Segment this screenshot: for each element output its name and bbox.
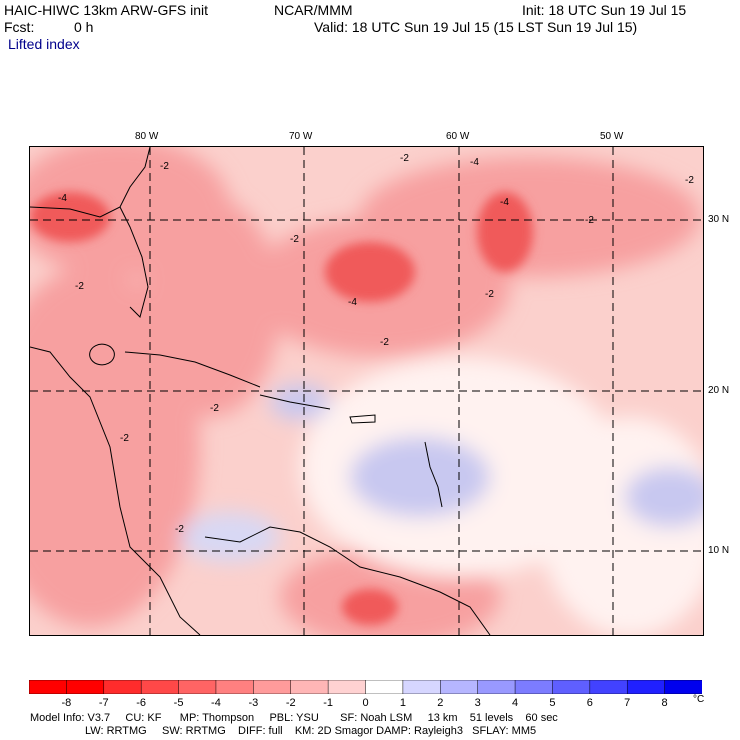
field-name: Lifted index bbox=[8, 36, 80, 52]
legend-swatch bbox=[440, 680, 479, 694]
legend-swatch bbox=[589, 680, 628, 694]
lon-label-60w: 60 W bbox=[446, 131, 470, 142]
color-legend bbox=[29, 680, 702, 694]
fcst-label: Fcst: bbox=[4, 19, 35, 35]
contour-labels: -2 -4 -2 -4 -4 -4 -2 -2 -2 -2 -2 -2 -2 -… bbox=[58, 153, 694, 535]
legend-tick-label: 4 bbox=[511, 697, 519, 709]
model-info-line-1: Model Info: V3.7 CU: KF MP: Thompson PBL… bbox=[30, 712, 558, 724]
legend-swatch bbox=[514, 680, 554, 694]
contour-label: -4 bbox=[470, 157, 479, 168]
legend-swatch bbox=[66, 680, 105, 694]
legend-swatch bbox=[103, 680, 142, 694]
contour-label: -2 bbox=[400, 153, 409, 164]
fcst-value: 0 h bbox=[74, 19, 94, 35]
legend-swatch bbox=[626, 680, 666, 694]
legend-tick-label: -3 bbox=[248, 697, 259, 709]
valid-time: Valid: 18 UTC Sun 19 Jul 15 (15 LST Sun … bbox=[314, 19, 638, 35]
contour-label: -2 bbox=[120, 433, 129, 444]
legend-tick-label: -4 bbox=[211, 697, 221, 709]
legend-swatch bbox=[253, 680, 292, 694]
legend-swatch bbox=[365, 680, 404, 694]
contour-label: -2 bbox=[485, 289, 494, 300]
init-time: Init: 18 UTC Sun 19 Jul 15 bbox=[522, 2, 687, 18]
contour-label: -4 bbox=[348, 297, 357, 308]
legend-tick-label: 3 bbox=[474, 697, 481, 709]
legend-tick-label: 5 bbox=[549, 697, 556, 709]
legend-tick-label: 1 bbox=[399, 697, 406, 709]
contour-label: -2 bbox=[380, 337, 389, 348]
contour-label: -2 bbox=[210, 403, 219, 414]
legend-swatch bbox=[215, 680, 255, 694]
contour-label: -2 bbox=[585, 215, 594, 226]
legend-swatch bbox=[178, 680, 217, 694]
contour-label: -4 bbox=[500, 197, 509, 208]
lon-label-70w: 70 W bbox=[289, 131, 313, 142]
lat-label-30n: 30 N bbox=[708, 214, 730, 225]
legend-swatch bbox=[552, 680, 591, 694]
field-strong-cores bbox=[30, 192, 533, 625]
legend-tick-label: 2 bbox=[437, 697, 444, 709]
legend-swatch bbox=[477, 680, 516, 694]
coastlines bbox=[30, 147, 491, 635]
contour-label: -2 bbox=[290, 234, 299, 245]
lifted-index-map: -2 -4 -2 -4 -4 -4 -2 -2 -2 -2 -2 -2 -2 -… bbox=[30, 147, 703, 635]
legend-tick-label: 7 bbox=[624, 697, 631, 709]
model-info-line-2: LW: RRTMG SW: RRTMG DIFF: full KM: 2D Sm… bbox=[30, 725, 537, 737]
contour-label: -2 bbox=[160, 161, 169, 172]
legend-tick-label: -2 bbox=[285, 697, 296, 709]
contour-label: -4 bbox=[58, 193, 67, 204]
lat-label-10n: 10 N bbox=[708, 545, 730, 556]
legend-tick-label: 6 bbox=[586, 697, 593, 709]
legend-swatch bbox=[664, 680, 702, 694]
legend-tick-label: -5 bbox=[173, 697, 184, 709]
lat-label-20n: 20 N bbox=[708, 385, 730, 396]
contour-label: -2 bbox=[685, 175, 694, 186]
legend-swatch bbox=[327, 680, 367, 694]
field-shading bbox=[30, 147, 703, 635]
contour-label: -2 bbox=[175, 524, 184, 535]
map-panel: -2 -4 -2 -4 -4 -4 -2 -2 -2 -2 -2 -2 -2 -… bbox=[29, 146, 704, 636]
institution: NCAR/MMM bbox=[274, 2, 353, 18]
legend-tick-label: -7 bbox=[98, 697, 109, 709]
graticule bbox=[30, 147, 703, 635]
legend-tick-label: -6 bbox=[136, 697, 147, 709]
contour-label: -2 bbox=[75, 281, 84, 292]
lon-label-50w: 50 W bbox=[600, 131, 624, 142]
legend-swatch bbox=[402, 680, 442, 694]
model-title: HAIC-HIWC 13km ARW-GFS init bbox=[4, 2, 209, 18]
legend-tick-label: -8 bbox=[61, 697, 72, 709]
legend-unit: °C bbox=[693, 694, 705, 705]
legend-swatch bbox=[140, 680, 180, 694]
legend-tick-label: 8 bbox=[661, 697, 668, 709]
legend-swatch bbox=[290, 680, 329, 694]
legend-tick-label: -1 bbox=[323, 697, 333, 709]
legend-tick-label: 0 bbox=[362, 697, 369, 709]
lon-label-80w: 80 W bbox=[135, 131, 159, 142]
legend-swatch bbox=[29, 680, 68, 694]
